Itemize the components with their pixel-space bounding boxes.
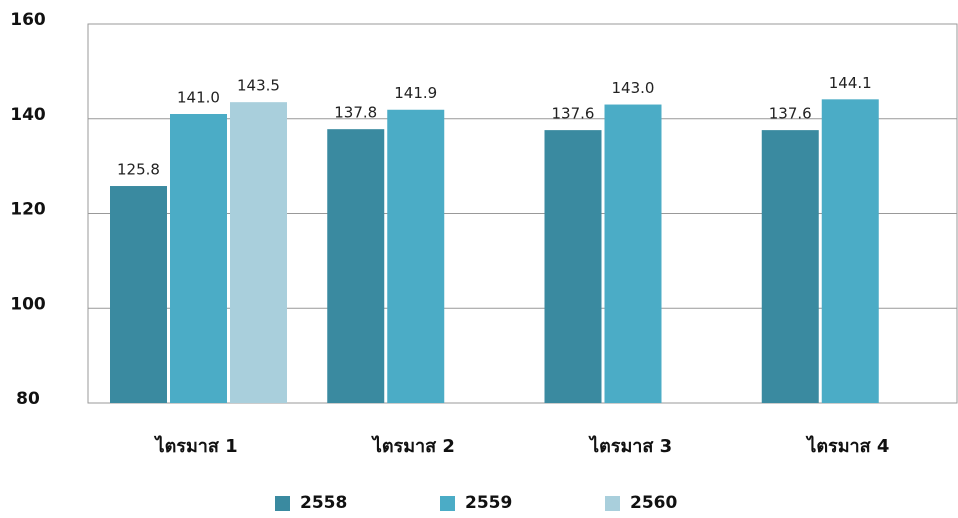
y-tick-label: 160 [10,10,46,30]
data-label: 141.0 [177,89,220,107]
bar [604,104,662,403]
y-tick-label: 140 [10,105,46,125]
x-tick-label: ไตรมาส 4 [805,435,889,457]
bar [387,109,445,403]
x-tick-label: ไตรมาส 2 [371,435,455,457]
legend-label: 2559 [465,493,512,513]
legend-swatch [275,496,290,511]
x-tick-label: ไตรมาส 3 [588,435,672,457]
bar [110,186,167,403]
y-tick-label: 100 [10,294,46,314]
y-tick-label: 80 [16,389,40,409]
data-label: 143.0 [612,79,655,97]
data-label: 137.6 [769,105,812,123]
bar [230,102,287,403]
data-label: 137.8 [334,104,377,122]
legend-swatch [440,496,455,511]
x-tick-label: ไตรมาส 1 [154,435,238,457]
bar [327,129,385,404]
bar [821,99,879,404]
bar [544,130,602,403]
data-label: 144.1 [829,74,872,92]
bar [170,114,227,403]
y-tick-label: 120 [10,200,46,220]
legend-label: 2558 [300,493,347,513]
data-label: 141.9 [394,84,437,102]
data-label: 137.6 [552,105,595,123]
legend-label: 2560 [630,493,677,513]
bar [761,130,819,403]
legend-swatch [605,496,620,511]
data-label: 143.5 [237,77,280,95]
data-label: 125.8 [117,161,160,179]
